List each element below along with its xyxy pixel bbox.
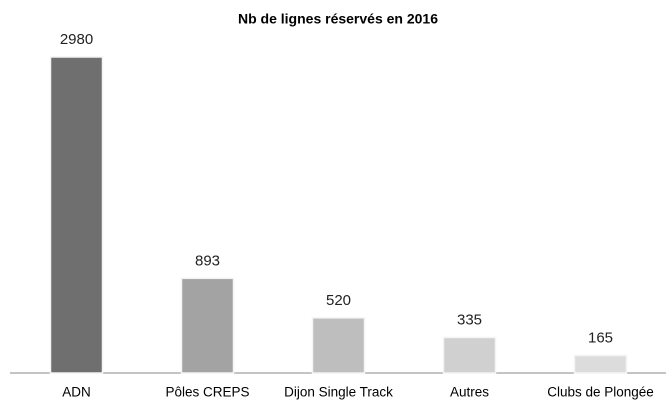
- x-tick-label: Dijon Single Track: [284, 385, 393, 400]
- bar: [442, 336, 497, 374]
- data-label: 165: [588, 329, 613, 346]
- chart-title: Nb de lignes réservés en 2016: [238, 11, 438, 27]
- bar: [180, 277, 235, 374]
- x-tick-label: ADN: [62, 385, 91, 400]
- bar: [311, 317, 366, 374]
- bar: [573, 354, 628, 374]
- x-tick-label: Pôles CREPS: [165, 385, 249, 400]
- data-label: 335: [457, 311, 482, 328]
- bar: [49, 56, 104, 374]
- x-tick-label: Clubs de Plongée: [547, 385, 654, 400]
- data-label: 520: [326, 292, 351, 309]
- data-label: 893: [195, 252, 220, 269]
- data-label: 2980: [60, 31, 93, 48]
- x-tick-label: Autres: [450, 385, 489, 400]
